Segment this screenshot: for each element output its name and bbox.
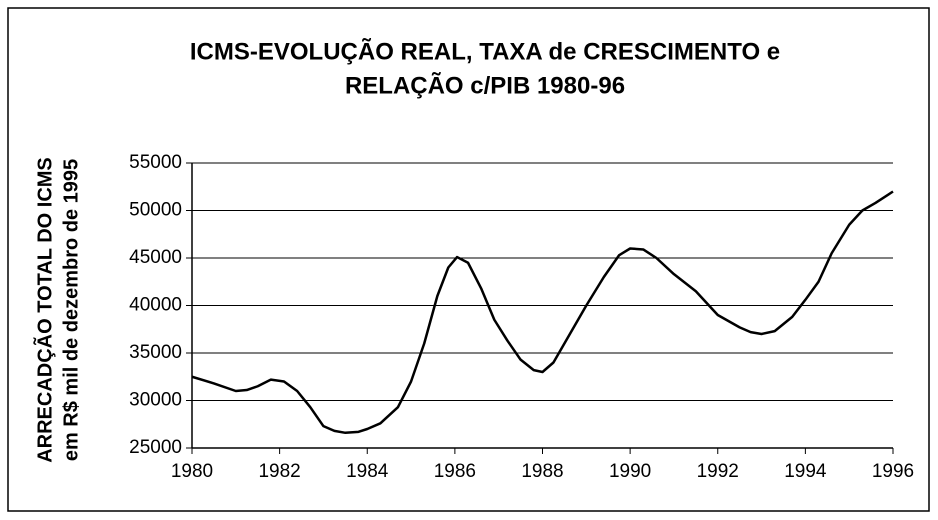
x-tick-label: 1988 (521, 461, 563, 482)
x-tick-label: 1994 (784, 461, 827, 482)
x-tick-label: 1982 (258, 461, 300, 482)
y-tick-label: 40000 (129, 295, 182, 316)
x-tick-label: 1990 (609, 461, 651, 482)
x-tick-label: 1992 (697, 461, 739, 482)
y-tick-label: 35000 (129, 342, 182, 363)
chart-title: RELAÇÃO c/PIB 1980-96 (345, 71, 625, 99)
y-axis-label: em R$ mil de dezembro de 1995 (60, 159, 82, 461)
chart-title: ICMS-EVOLUÇÃO REAL, TAXA de CRESCIMENTO … (190, 37, 780, 65)
x-tick-label: 1980 (171, 461, 213, 482)
y-tick-label: 45000 (129, 247, 182, 268)
y-tick-label: 50000 (129, 200, 182, 221)
y-tick-label: 25000 (129, 437, 182, 458)
y-axis-label: ARRECADÇÃO TOTAL DO ICMS (33, 157, 56, 463)
x-tick-label: 1984 (346, 461, 389, 482)
data-line (191, 190, 894, 435)
y-tick-label: 30000 (129, 390, 182, 411)
chart-frame (7, 7, 930, 512)
y-tick-label: 55000 (129, 152, 182, 173)
x-tick-label: 1996 (872, 461, 914, 482)
x-tick-label: 1986 (434, 461, 476, 482)
